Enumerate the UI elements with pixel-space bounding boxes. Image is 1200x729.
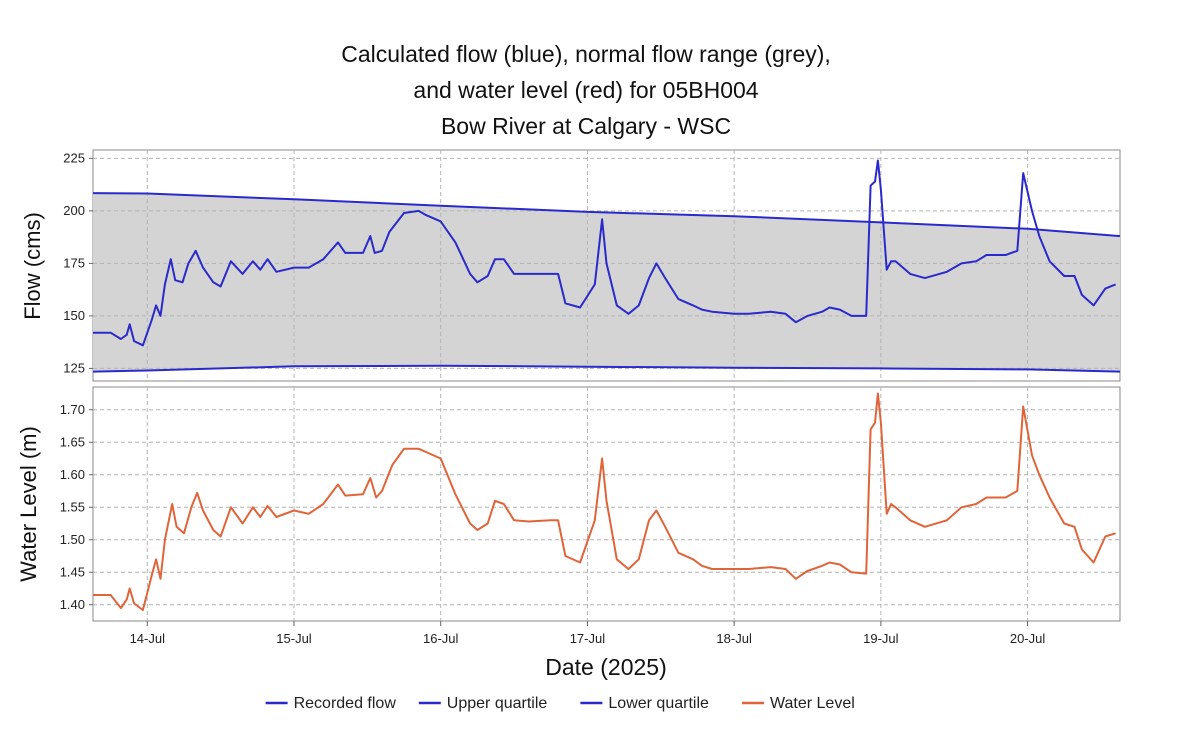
flow-y-axis-label: Flow (cms) [20, 212, 45, 320]
chart-title: Calculated flow (blue), normal flow rang… [341, 41, 831, 139]
x-tick-label: 15-Jul [276, 631, 312, 646]
legend-label: Lower quartile [608, 695, 709, 712]
x-axis-label: Date (2025) [545, 654, 666, 680]
level-y-tick-labels: 1.40 1.45 1.50 1.55 1.60 1.65 1.70 [60, 402, 93, 612]
level-y-tick-label: 1.40 [60, 597, 85, 612]
chart-title-line-3: Bow River at Calgary - WSC [441, 113, 731, 139]
level-y-tick-label: 1.45 [60, 564, 85, 579]
lower-quartile-line [92, 364, 1121, 373]
level-y-tick-label: 1.70 [60, 402, 85, 417]
x-tick-label: 16-Jul [423, 631, 459, 646]
x-tick-label: 14-Jul [130, 631, 166, 646]
legend-label: Recorded flow [294, 695, 397, 712]
x-tick-label: 18-Jul [716, 631, 752, 646]
legend: Recorded flow Upper quartile Lower quartil… [265, 695, 855, 712]
flow-y-tick-label: 225 [63, 150, 85, 165]
x-tick-label: 20-Jul [1010, 631, 1046, 646]
x-tick-label: 19-Jul [863, 631, 899, 646]
flow-y-tick-label: 200 [63, 203, 85, 218]
x-tick-label: 17-Jul [570, 631, 606, 646]
x-tick-labels: 14-Jul 15-Jul 16-Jul 17-Jul 18-Jul 19-Jul 20-J… [130, 621, 1046, 646]
flow-panel: 125 150 175 200 225 Flow (cms) [20, 149, 1121, 382]
level-y-tick-label: 1.60 [60, 467, 85, 482]
chart-title-line-1: Calculated flow (blue), normal flow rang… [341, 41, 831, 67]
flow-y-tick-label: 175 [63, 255, 85, 270]
level-panel: 1.40 1.45 1.50 1.55 1.60 1.65 1.70 Water Level… [16, 386, 1121, 622]
level-y-tick-label: 1.50 [60, 532, 85, 547]
flow-y-tick-label: 125 [63, 360, 85, 375]
upper-quartile-line [92, 192, 1121, 238]
legend-label: Water Level [770, 695, 855, 712]
level-y-tick-label: 1.55 [60, 499, 85, 514]
level-y-tick-label: 1.65 [60, 434, 85, 449]
level-y-axis-label: Water Level (m) [16, 426, 41, 582]
normal-flow-range-area [93, 193, 1120, 372]
legend-label: Upper quartile [447, 695, 548, 712]
chart-title-line-2: and water level (red) for 05BH004 [413, 77, 758, 103]
flow-y-tick-label: 150 [63, 308, 85, 323]
level-gridlines [93, 387, 1120, 621]
recorded-flow-line [93, 159, 1116, 347]
water-level-line [93, 392, 1116, 611]
flow-y-tick-labels: 125 150 175 200 225 [63, 150, 93, 375]
